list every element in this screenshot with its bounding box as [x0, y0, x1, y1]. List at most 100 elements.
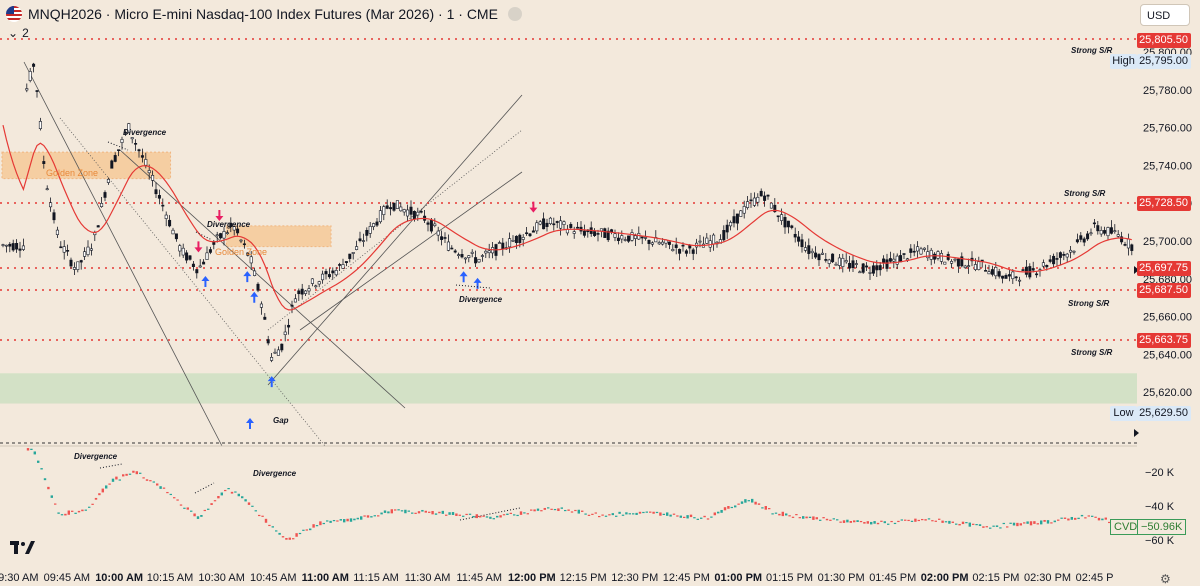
- cvd-bar: [213, 500, 217, 502]
- cvd-bar: [887, 523, 890, 525]
- cvd-bar: [1043, 519, 1046, 522]
- cvd-bar: [978, 524, 982, 526]
- candle-body: [1052, 255, 1056, 265]
- cvd-bar: [217, 495, 220, 499]
- candle-body: [103, 192, 107, 198]
- cvd-bar: [819, 519, 822, 521]
- price-tag-high: 25,795.00: [1137, 54, 1191, 69]
- candle-body: [72, 267, 76, 270]
- cvd-bar: [598, 515, 601, 518]
- cvd-bar: [618, 511, 621, 514]
- cvd-bar: [122, 474, 125, 477]
- market-status-icon[interactable]: [507, 7, 522, 21]
- candle-body: [613, 233, 617, 238]
- cvd-bar: [754, 501, 757, 505]
- candle-body: [746, 201, 750, 208]
- price-axis-label: 25,680.00: [1143, 274, 1192, 286]
- candle-body: [1072, 250, 1076, 253]
- symbol-title[interactable]: MNQH2026 · Micro E-mini Nasdaq-100 Index…: [28, 6, 498, 22]
- cvd-bar: [662, 513, 665, 515]
- cvd-bar: [948, 520, 951, 524]
- cvd-bar: [438, 511, 441, 514]
- candle-body: [395, 200, 399, 209]
- currency-selector[interactable]: USD: [1140, 4, 1190, 26]
- candle-body: [426, 222, 430, 225]
- candle-body: [528, 233, 532, 237]
- cvd-bar: [1080, 514, 1084, 517]
- candle-body: [157, 195, 161, 199]
- cvd-bar: [84, 509, 87, 511]
- cvd-bar: [825, 518, 829, 521]
- candle-body: [497, 242, 501, 244]
- cvd-bar: [98, 493, 101, 496]
- cvd-bar: [720, 509, 723, 513]
- cvd-bar: [1060, 517, 1063, 519]
- cvd-bar: [462, 515, 465, 517]
- cvd-bar: [434, 513, 438, 515]
- cvd-bar: [632, 513, 635, 515]
- cvd-bar: [411, 512, 414, 514]
- candle-body: [222, 231, 226, 239]
- candle-body: [633, 235, 637, 239]
- cvd-bar: [377, 515, 380, 517]
- time-axis-label: 02:00 PM: [921, 572, 969, 584]
- cvd-bar: [679, 515, 682, 518]
- candle-body: [45, 188, 49, 191]
- cvd-bar: [601, 514, 604, 516]
- low-label: Low: [1110, 406, 1137, 421]
- chevron-down-icon[interactable]: ⌄: [8, 26, 19, 40]
- candle-body: [351, 252, 355, 254]
- cvd-bar: [686, 515, 689, 519]
- settings-gear-icon[interactable]: ⚙: [1160, 572, 1171, 586]
- candle-body: [562, 221, 566, 225]
- candle-body: [314, 285, 318, 288]
- cvd-bar: [445, 514, 448, 516]
- cvd-bar: [234, 491, 237, 493]
- buy-arrow-icon: [250, 291, 259, 303]
- tradingview-logo-icon[interactable]: [10, 541, 36, 555]
- time-axis-label: 12:30 PM: [611, 572, 658, 584]
- cvd-bar: [441, 510, 444, 514]
- candle-body: [106, 178, 110, 183]
- candle-body: [756, 196, 760, 203]
- cvd-bar: [737, 503, 740, 505]
- cvd-bar: [193, 513, 196, 517]
- cvd-bar: [781, 511, 784, 517]
- cvd-bar: [992, 525, 995, 527]
- candle-body: [735, 213, 739, 224]
- candle-body: [208, 249, 212, 253]
- cvd-bar: [275, 530, 278, 532]
- candle-body: [287, 324, 291, 328]
- cvd-bar: [1063, 517, 1067, 519]
- divergence-line: [194, 482, 215, 494]
- candle-body: [365, 229, 369, 236]
- indicators-toggle[interactable]: ⌄ 2: [8, 26, 29, 40]
- candle-body: [878, 265, 882, 271]
- cvd-bar: [417, 511, 421, 514]
- price-tag-level-2: 25,728.50: [1137, 196, 1191, 211]
- candle-body: [416, 211, 420, 216]
- cvd-bar: [105, 485, 108, 489]
- cvd-bar: [863, 522, 866, 524]
- cvd-bar: [761, 507, 764, 509]
- cvd-bar: [876, 522, 880, 525]
- candle-body: [42, 161, 46, 164]
- cvd-bar: [652, 511, 655, 514]
- cvd-bar: [788, 515, 791, 517]
- cvd-bar: [917, 519, 920, 522]
- cvd-bar: [564, 509, 567, 512]
- cvd-bar: [360, 516, 363, 520]
- divergence-label: Divergence: [459, 295, 503, 304]
- cvd-bar: [584, 513, 587, 515]
- candle-body: [810, 250, 814, 254]
- candle-body: [1099, 230, 1103, 235]
- candle-body: [470, 251, 474, 254]
- channel-line: [119, 149, 406, 409]
- cvd-bar: [982, 526, 985, 528]
- candle-body: [297, 290, 301, 295]
- cvd-bar: [125, 473, 128, 476]
- cvd-bar: [224, 489, 227, 492]
- indicator-count: 2: [22, 26, 29, 40]
- cvd-bar: [251, 505, 254, 507]
